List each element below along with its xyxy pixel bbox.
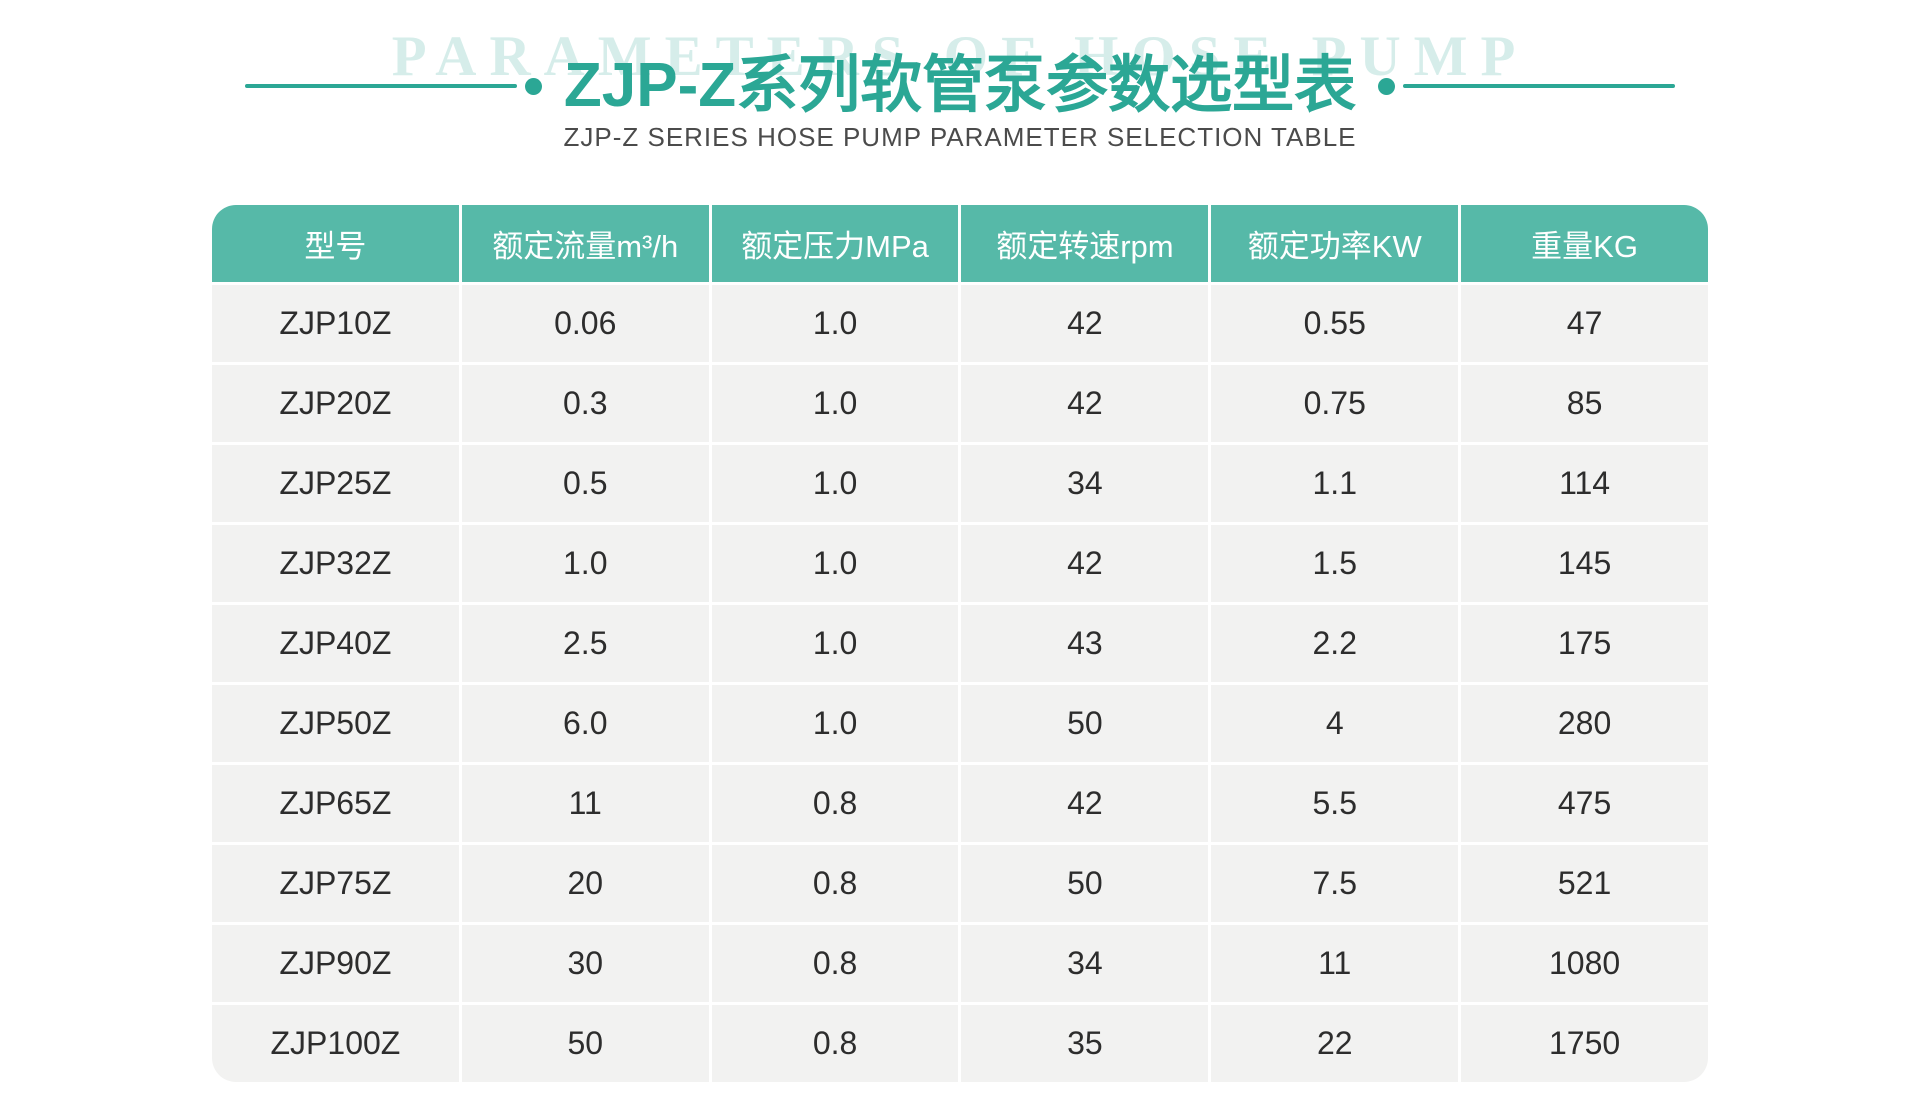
table-cell: 5.5 (1211, 765, 1459, 842)
table-cell: 50 (961, 845, 1209, 922)
table-cell: 1.0 (711, 525, 959, 602)
table-cell: 1080 (1461, 925, 1708, 1002)
table-cell: 521 (1461, 845, 1708, 922)
right-rule-line (1403, 84, 1676, 88)
table-cell: 1750 (1461, 1005, 1708, 1082)
table-cell: 85 (1461, 365, 1708, 442)
model-cell: ZJP25Z (212, 445, 459, 522)
table-cell: 0.8 (711, 1005, 959, 1082)
column-header-2: 额定压力MPa (711, 205, 959, 282)
table-cell: 1.0 (711, 605, 959, 682)
model-cell: ZJP75Z (212, 845, 459, 922)
table-cell: 0.5 (461, 445, 709, 522)
column-header-4: 额定功率KW (1211, 205, 1459, 282)
left-rule-line (244, 84, 517, 88)
table-cell: 42 (961, 525, 1209, 602)
table-cell: 42 (961, 765, 1209, 842)
table-cell: 0.8 (711, 925, 959, 1002)
table-cell: 0.75 (1211, 365, 1459, 442)
table-cell: 34 (961, 925, 1209, 1002)
table-cell: 43 (961, 605, 1209, 682)
table-cell: 145 (1461, 525, 1708, 602)
model-cell: ZJP100Z (212, 1005, 459, 1082)
table-cell: 47 (1461, 285, 1708, 362)
table-cell: 20 (461, 845, 709, 922)
table-cell: 50 (961, 685, 1209, 762)
column-header-1: 额定流量m³/h (461, 205, 709, 282)
parameter-table: 型号 额定流量m³/h 额定压力MPa 额定转速rpm 额定功率KW 重量KG ZJP10Z… (212, 205, 1708, 1082)
model-cell: ZJP20Z (212, 365, 459, 442)
table-cell: 11 (461, 765, 709, 842)
table-cell: 50 (461, 1005, 709, 1082)
table-cell: 42 (961, 365, 1209, 442)
table-cell: 0.8 (711, 845, 959, 922)
table-cell: 1.0 (711, 685, 959, 762)
title-block: PARAMETERS OF HOSE PUMP ZJP-Z系列软管泵参数选型表 … (0, 0, 1920, 165)
table-cell: 0.3 (461, 365, 709, 442)
table-cell: 1.1 (1211, 445, 1459, 522)
left-dot-icon (524, 77, 542, 95)
model-cell: ZJP32Z (212, 525, 459, 602)
table-cell: 11 (1211, 925, 1459, 1002)
model-cell: ZJP50Z (212, 685, 459, 762)
watermark-text: PARAMETERS OF HOSE PUMP (391, 25, 1529, 88)
model-cell: ZJP40Z (212, 605, 459, 682)
table-cell: 2.2 (1211, 605, 1459, 682)
table-cell: 35 (961, 1005, 1209, 1082)
table-cell: 1.0 (711, 285, 959, 362)
table-cell: 7.5 (1211, 845, 1459, 922)
table-cell: 114 (1461, 445, 1708, 522)
table-cell: 175 (1461, 605, 1708, 682)
table-cell: 1.0 (461, 525, 709, 602)
page-title: ZJP-Z系列软管泵参数选型表 (563, 51, 1357, 120)
table-cell: 0.55 (1211, 285, 1459, 362)
table-cell: 475 (1461, 765, 1708, 842)
table-cell: 0.06 (461, 285, 709, 362)
table-cell: 280 (1461, 685, 1708, 762)
title-divider-left (244, 77, 542, 95)
model-cell: ZJP65Z (212, 765, 459, 842)
table-cell: 42 (961, 285, 1209, 362)
column-header-5: 重量KG (1461, 205, 1708, 282)
table-cell: 30 (461, 925, 709, 1002)
table-cell: 0.8 (711, 765, 959, 842)
table-cell: 6.0 (461, 685, 709, 762)
table-cell: 4 (1211, 685, 1459, 762)
title-divider-right (1378, 77, 1676, 95)
table-cell: 22 (1211, 1005, 1459, 1082)
column-header-3: 额定转速rpm (961, 205, 1209, 282)
page-subtitle: ZJP-Z SERIES HOSE PUMP PARAMETER SELECTI… (563, 122, 1357, 152)
table-cell: 1.0 (711, 445, 959, 522)
title-row: ZJP-Z系列软管泵参数选型表 (0, 50, 1920, 122)
table-cell: 2.5 (461, 605, 709, 682)
table-cell: 34 (961, 445, 1209, 522)
model-cell: ZJP10Z (212, 285, 459, 362)
right-dot-icon (1378, 77, 1396, 95)
column-header-0: 型号 (212, 205, 459, 282)
table-cell: 1.5 (1211, 525, 1459, 602)
model-cell: ZJP90Z (212, 925, 459, 1002)
table-cell: 1.0 (711, 365, 959, 442)
